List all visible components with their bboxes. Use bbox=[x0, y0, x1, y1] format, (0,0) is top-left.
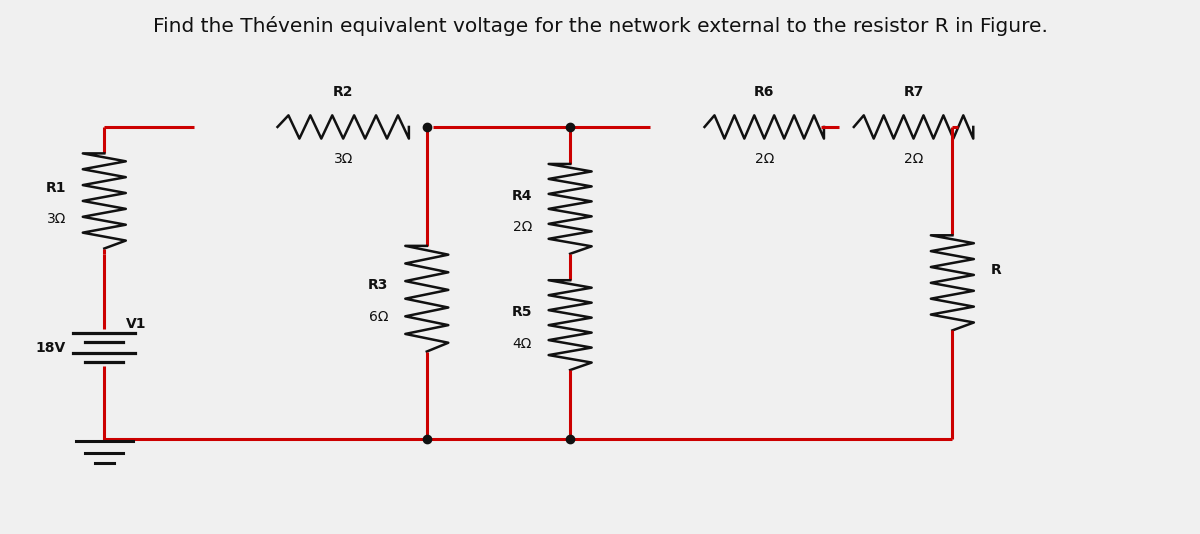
Text: R7: R7 bbox=[904, 85, 924, 99]
Text: R4: R4 bbox=[511, 189, 532, 203]
Text: 3Ω: 3Ω bbox=[47, 213, 66, 226]
Text: R5: R5 bbox=[511, 305, 532, 319]
Text: R3: R3 bbox=[368, 279, 389, 293]
Text: 6Ω: 6Ω bbox=[370, 310, 389, 324]
Text: V1: V1 bbox=[126, 317, 146, 331]
Text: 2Ω: 2Ω bbox=[512, 221, 532, 234]
Text: 2Ω: 2Ω bbox=[904, 152, 923, 166]
Text: R2: R2 bbox=[332, 85, 354, 99]
Text: R: R bbox=[990, 263, 1001, 277]
Text: Find the Thévenin equivalent voltage for the network external to the resistor R : Find the Thévenin equivalent voltage for… bbox=[152, 16, 1048, 36]
Text: R1: R1 bbox=[46, 180, 66, 195]
Text: 4Ω: 4Ω bbox=[512, 336, 532, 351]
Text: 3Ω: 3Ω bbox=[334, 152, 353, 166]
Text: R6: R6 bbox=[754, 85, 774, 99]
Text: 18V: 18V bbox=[36, 341, 66, 355]
Text: 2Ω: 2Ω bbox=[755, 152, 774, 166]
